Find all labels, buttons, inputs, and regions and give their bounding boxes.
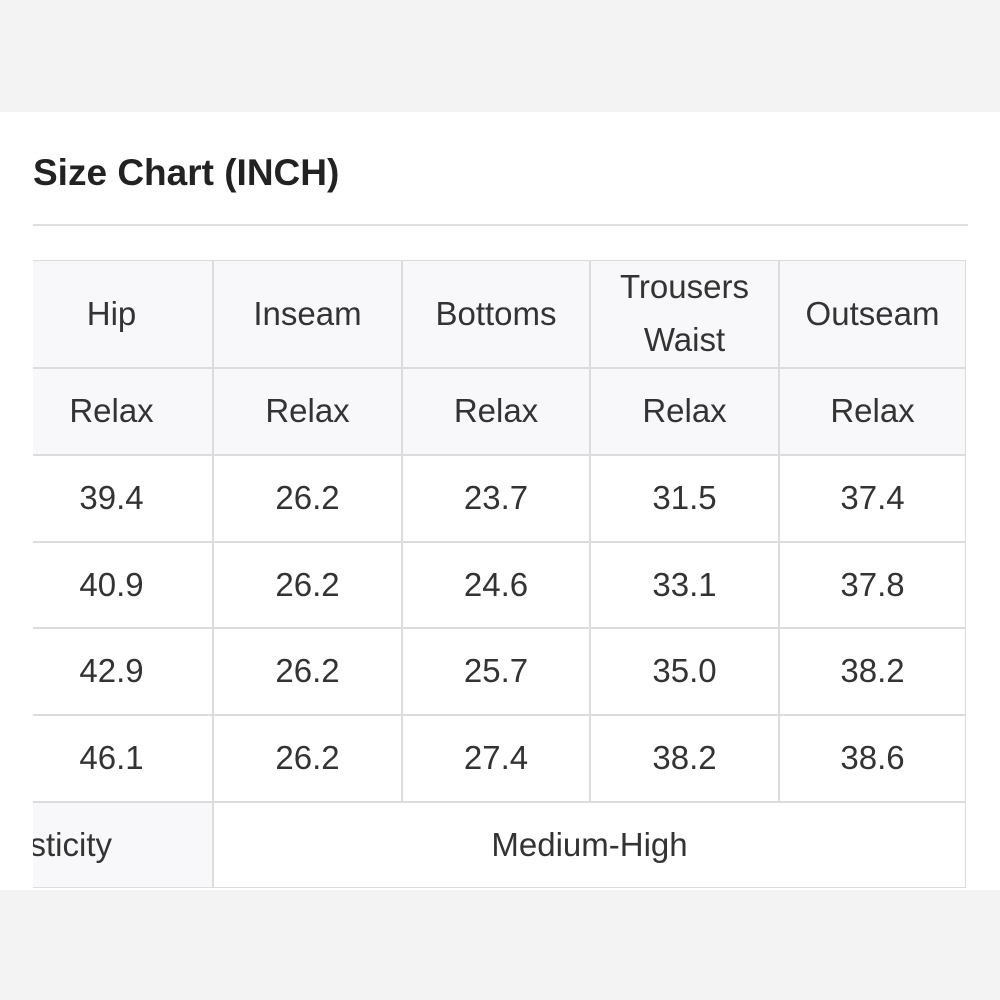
data-cell: 46.1 bbox=[0, 715, 213, 802]
subheader-cell: Relax bbox=[779, 368, 966, 455]
subheader-cell: Relax bbox=[213, 368, 402, 455]
data-cell: 26.2 bbox=[213, 628, 402, 715]
size-chart-panel: Size Chart (INCH) Hip Inseam Bottoms Trouse… bbox=[0, 112, 1000, 890]
data-cell: 23.7 bbox=[402, 455, 590, 542]
data-cell: 38.2 bbox=[779, 628, 966, 715]
data-cell: 33.1 bbox=[590, 542, 779, 628]
data-cell: 35.0 bbox=[590, 628, 779, 715]
subheader-cell: Relax bbox=[402, 368, 590, 455]
data-cell: 40.9 bbox=[0, 542, 213, 628]
header-cell: Hip bbox=[0, 260, 213, 368]
footer-label: sticity bbox=[0, 802, 213, 888]
data-cell: 38.2 bbox=[590, 715, 779, 802]
data-cell: 42.9 bbox=[0, 628, 213, 715]
header-cell: Bottoms bbox=[402, 260, 590, 368]
data-cell: 26.2 bbox=[213, 715, 402, 802]
header-cell: Outseam bbox=[779, 260, 966, 368]
data-cell: 37.8 bbox=[779, 542, 966, 628]
title: Size Chart (INCH) bbox=[33, 152, 340, 193]
data-cell: 31.5 bbox=[590, 455, 779, 542]
data-cell: 24.6 bbox=[402, 542, 590, 628]
data-cell: 25.7 bbox=[402, 628, 590, 715]
subheader-cell: Relax bbox=[0, 368, 213, 455]
data-cell: 26.2 bbox=[213, 455, 402, 542]
header-cell: Trousers Waist bbox=[590, 260, 779, 368]
edge-mask bbox=[0, 112, 33, 890]
subheader-cell: Relax bbox=[590, 368, 779, 455]
data-cell: 27.4 bbox=[402, 715, 590, 802]
divider bbox=[33, 224, 968, 226]
data-cell: 37.4 bbox=[779, 455, 966, 542]
data-cell: 39.4 bbox=[0, 455, 213, 542]
data-cell: 38.6 bbox=[779, 715, 966, 802]
size-table: Hip Inseam Bottoms Trousers Waist Outseam Rel… bbox=[0, 112, 1000, 890]
header-cell: Inseam bbox=[213, 260, 402, 368]
footer-value: Medium-High bbox=[213, 802, 966, 888]
data-cell: 26.2 bbox=[213, 542, 402, 628]
